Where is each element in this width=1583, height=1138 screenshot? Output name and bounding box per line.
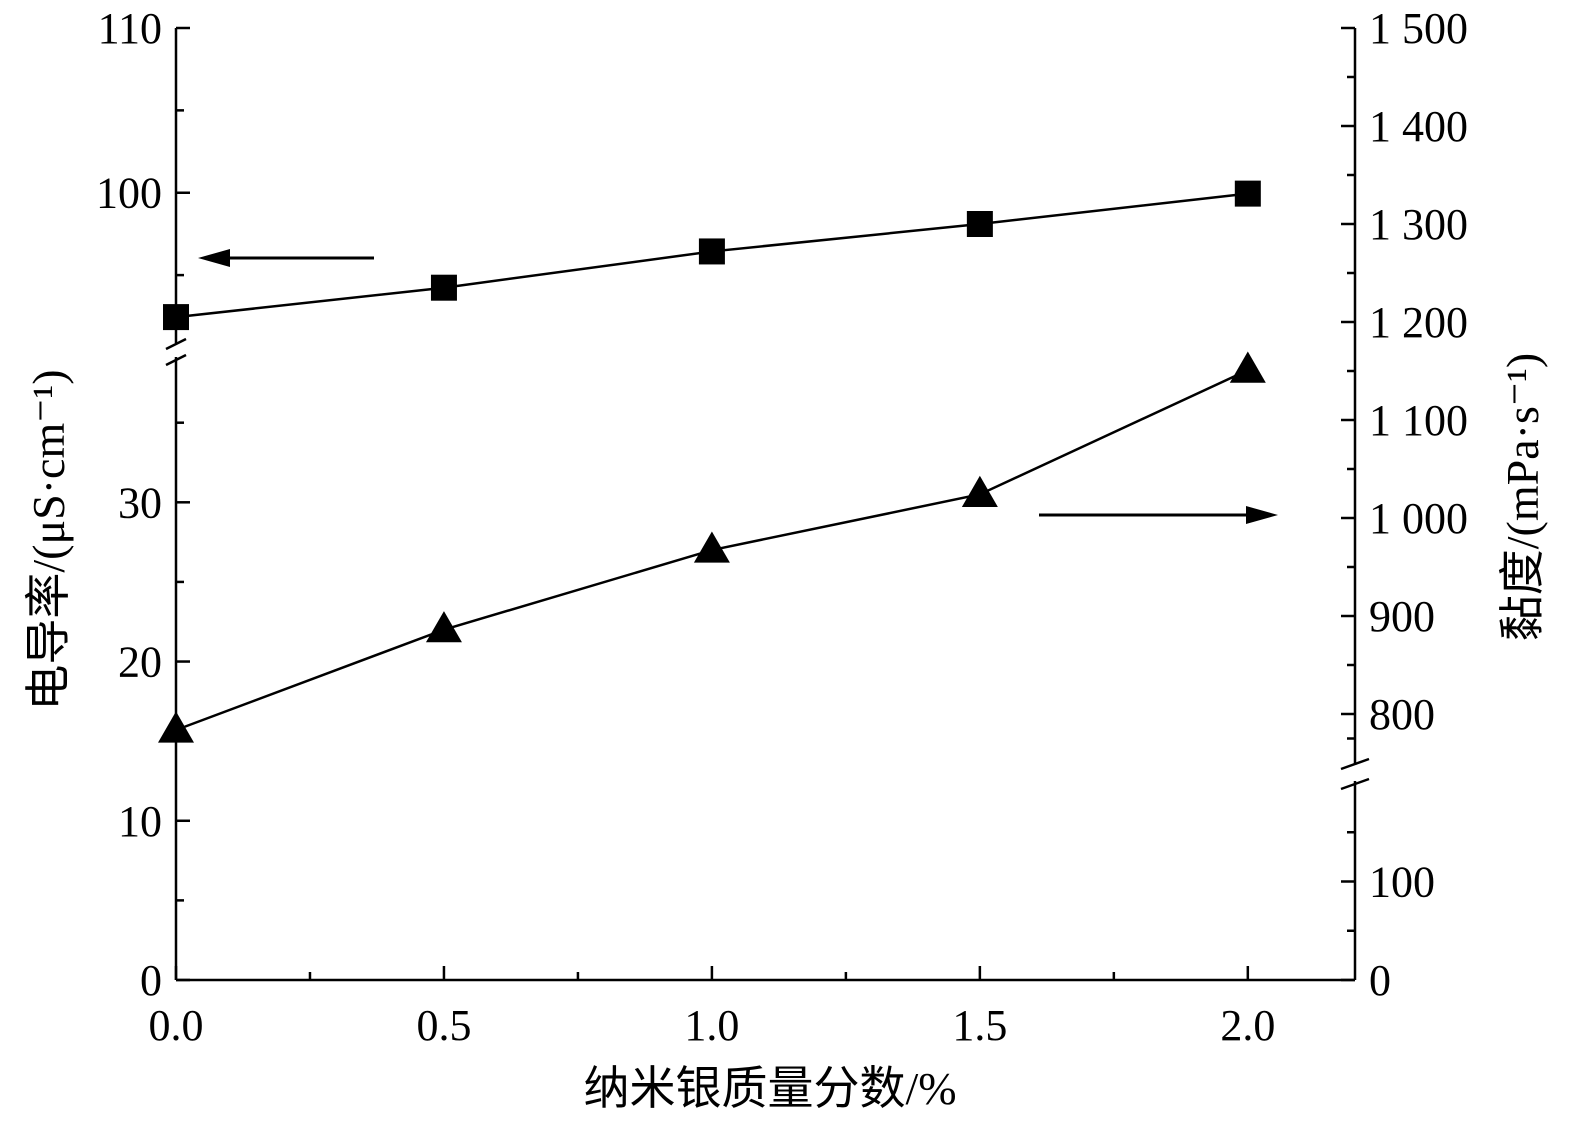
right-tick-label: 1 400 — [1369, 102, 1468, 151]
data-point-square — [966, 211, 993, 237]
left-tick-label: 100 — [96, 169, 162, 218]
left-tick-label: 10 — [118, 797, 162, 846]
left-axis-break — [165, 353, 187, 367]
left-tick-label: 0 — [140, 956, 162, 1005]
data-point-triangle — [693, 531, 730, 563]
data-point-triangle — [961, 475, 998, 507]
right-tick-label: 1 500 — [1369, 4, 1468, 53]
right-tick-label: 1 300 — [1369, 200, 1468, 249]
x-tick-label: 0.5 — [416, 1001, 471, 1050]
labels: 0.0 0.5 1.0 1.5 2.0 0 10 20 30 100 110 0 100 800 900 1 … — [96, 4, 1468, 1050]
x-tick-label: 2.0 — [1220, 1001, 1275, 1050]
left-tick-label: 110 — [98, 4, 162, 53]
left-axis-title: 电导率/(μS·cm⁻¹) — [23, 369, 74, 710]
left-tick-label: 30 — [118, 478, 162, 527]
data-point-square — [163, 304, 189, 331]
arrow-head-right — [1246, 506, 1278, 524]
data-point-square — [698, 238, 725, 265]
arrow-head-left — [198, 249, 230, 267]
x-tick-label: 1.5 — [952, 1001, 1007, 1050]
right-axis-break — [1340, 757, 1370, 771]
data-point-triangle — [425, 611, 462, 643]
right-axis-title: 黏度/(mPa·s⁻¹) — [1497, 353, 1548, 642]
x-tick-label: 1.0 — [684, 1001, 739, 1050]
markers — [158, 180, 1266, 743]
right-tick-label: 100 — [1369, 858, 1435, 907]
right-tick-label: 1 200 — [1369, 298, 1468, 347]
x-axis-title: 纳米银质量分数/% — [583, 1063, 956, 1114]
left-tick-label: 20 — [118, 638, 162, 687]
axes — [165, 26, 1370, 982]
right-tick-label: 800 — [1369, 690, 1435, 739]
right-tick-label: 1 000 — [1369, 494, 1468, 543]
right-axis-break — [1340, 777, 1370, 791]
data-point-square — [1234, 180, 1261, 207]
right-tick-label: 900 — [1369, 592, 1435, 641]
right-tick-label: 0 — [1369, 956, 1391, 1005]
right-tick-label: 1 100 — [1369, 396, 1468, 445]
data-point-square — [430, 274, 457, 301]
annotations — [198, 249, 1278, 524]
data-point-triangle — [1229, 351, 1266, 383]
data-point-triangle — [158, 711, 194, 743]
series-lines — [175, 192, 1249, 732]
left-axis-break — [165, 337, 187, 351]
x-tick-label: 0.0 — [149, 1001, 204, 1050]
